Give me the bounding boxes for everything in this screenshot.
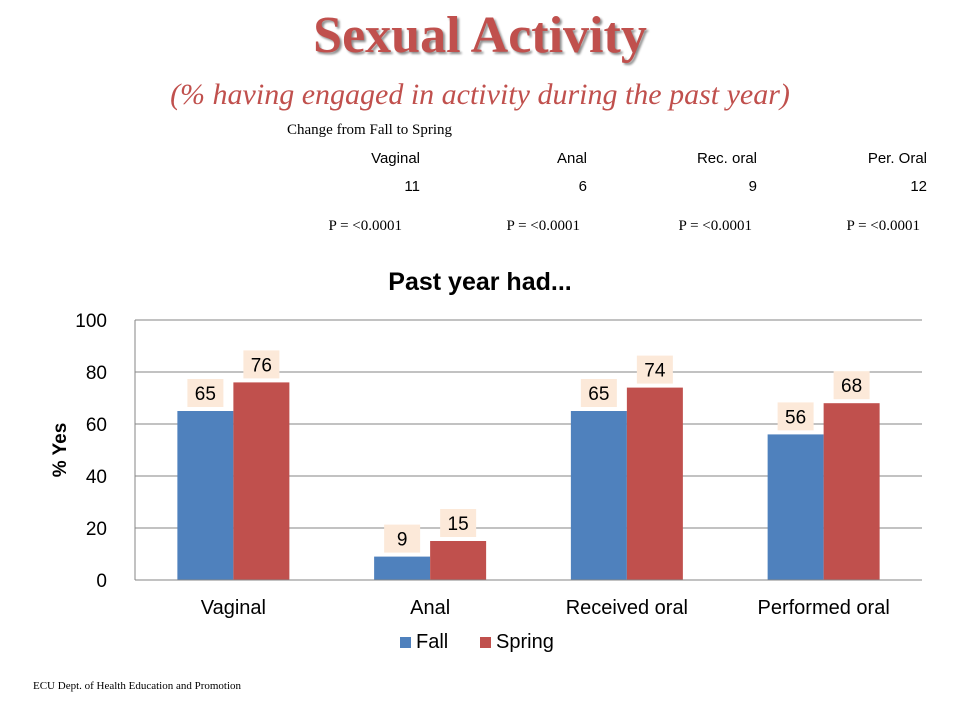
change-value-vaginal: 11 [404,178,420,195]
change-value-rec-oral: 9 [748,178,757,195]
bar-fall [374,556,431,580]
y-tick-label: 100 [75,311,107,332]
x-tick-label: Vaginal [201,597,266,619]
data-label-bg [777,402,814,431]
change-header-anal: Anal [556,150,587,167]
slide-subtitle: (% having engaged in activity during the… [170,78,790,111]
data-label: 76 [251,355,272,376]
data-label-bg [440,509,477,537]
data-label-bg [243,350,280,379]
data-label: 68 [841,376,862,397]
y-tick-label: 40 [86,467,107,488]
y-tick-label: 80 [86,363,107,384]
bar-spring [233,382,290,580]
p-value-anal: P = <0.0001 [506,218,580,234]
change-table-caption: Change from Fall to Spring [287,122,452,138]
p-value-rec-oral: P = <0.0001 [678,218,752,234]
bar-spring [430,541,487,580]
change-value-anal: 6 [578,178,587,195]
data-label-bg [384,524,421,553]
change-value-per-oral: 12 [910,178,927,195]
data-label: 74 [644,361,666,382]
data-label-bg [580,379,617,407]
footer-credit: ECU Dept. of Health Education and Promot… [33,680,242,692]
x-tick-label: Anal [410,597,450,619]
data-label: 65 [588,384,609,405]
x-tick-label: Performed oral [757,597,889,619]
bar-fall [767,434,824,580]
slide-title: Sexual Activity [313,7,647,64]
y-tick-label: 0 [96,571,107,592]
x-tick-label: Received oral [566,597,688,619]
change-header-per-oral: Per. Oral [867,150,927,167]
p-value-per-oral: P = <0.0001 [846,218,920,234]
bar-fall [177,411,234,580]
data-label: 15 [448,514,469,535]
data-label: 9 [397,530,408,551]
y-tick-label: 60 [86,415,107,436]
y-axis-label: % Yes [50,423,71,478]
data-label-bg [833,371,870,400]
bar-fall [570,411,627,580]
data-label-bg [187,379,224,407]
change-table: Vaginal Anal Rec. oral Per. Oral 11 6 9 … [0,150,960,234]
data-label: 56 [785,407,806,428]
legend-label-spring: Spring [496,631,554,653]
legend-label-fall: Fall [416,631,448,653]
bar-spring [823,403,880,580]
y-tick-label: 20 [86,519,107,540]
bar-spring [626,387,683,580]
chart-title: Past year had... [388,268,572,296]
data-label: 65 [195,384,216,405]
data-label-bg [636,355,673,384]
legend-swatch-fall [400,637,411,648]
change-header-rec-oral: Rec. oral [696,150,757,167]
p-value-vaginal: P = <0.0001 [328,218,402,234]
legend-swatch-spring [480,637,491,648]
change-header-vaginal: Vaginal [371,150,420,167]
